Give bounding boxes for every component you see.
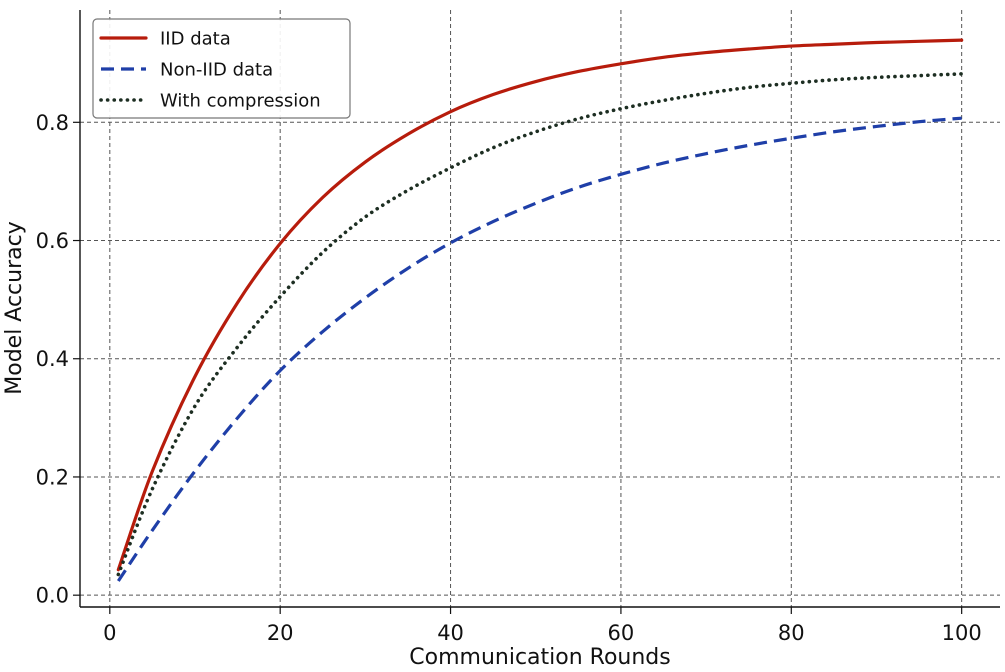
x-tick-label: 0 [103, 621, 116, 645]
x-tick-label: 60 [608, 621, 635, 645]
y-tick-label: 0.8 [36, 111, 69, 135]
series-line-non-iid [117, 116, 962, 582]
y-tick-label: 0.0 [36, 584, 69, 608]
series-line-compression [116, 72, 964, 577]
legend-label-iid: IID data [160, 29, 231, 50]
x-tick-label: 80 [778, 621, 805, 645]
series-line-iid [116, 38, 964, 572]
y-tick-label: 0.6 [36, 229, 69, 253]
y-axis-label: Model Accuracy [2, 221, 27, 395]
x-tick-label: 100 [942, 621, 982, 645]
legend-frame [92, 18, 351, 119]
y-tick-label: 0.4 [36, 347, 69, 371]
axes [79, 10, 1000, 608]
legend-label-non-iid: Non-IID data [160, 60, 273, 81]
y-tick-label: 0.2 [36, 465, 69, 489]
x-axis-label: Communication Rounds [409, 645, 670, 668]
legend: IID data Non-IID data With compression [92, 18, 351, 119]
tick-labels: 0 20 40 60 80 100 0.0 0.2 0.4 0.6 0.8 [36, 111, 982, 645]
x-tick-label: 20 [267, 621, 294, 645]
x-tick-label: 40 [437, 621, 464, 645]
legend-label-compression: With compression [160, 91, 321, 112]
series-lines [116, 38, 964, 582]
